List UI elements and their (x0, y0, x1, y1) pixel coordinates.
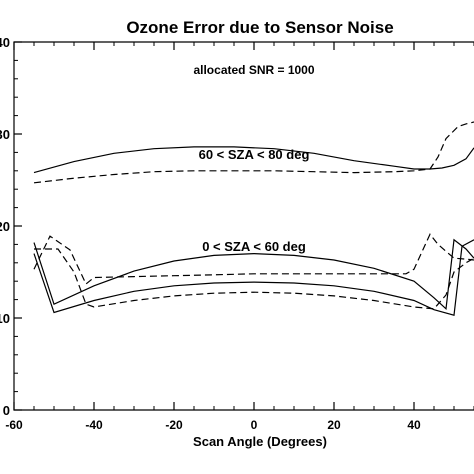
x-tick-label: -60 (5, 418, 23, 432)
x-tick-label: 40 (407, 418, 421, 432)
series-layer (33, 121, 474, 316)
y-tick-label: 20 (0, 219, 10, 234)
series-line-2 (33, 121, 474, 184)
series-line-3 (33, 238, 474, 311)
annotation-label: 0 < SZA < 60 deg (202, 239, 306, 254)
series-line-6 (34, 248, 474, 310)
plot-frame (13, 41, 474, 411)
series-line-5 (33, 233, 474, 285)
x-tick-label: -40 (85, 418, 103, 432)
y-tick-label: 0 (3, 403, 10, 418)
annotations: allocated SNR = 1000 60 < SZA < 80 deg 0 <… (193, 63, 314, 254)
axis-ticks: -60 -40 -20 0 20 40 40 30 20 10 0 (0, 35, 474, 432)
x-tick-label: -20 (165, 418, 183, 432)
y-tick-label: 30 (0, 127, 10, 142)
y-tick-label: 40 (0, 35, 10, 50)
series-line-1 (33, 146, 474, 174)
x-axis-label: Scan Angle (Degrees) (193, 434, 327, 449)
annotation-label: allocated SNR = 1000 (193, 63, 314, 77)
series-line-4 (33, 239, 474, 316)
x-tick-label: 20 (327, 418, 341, 432)
annotation-label: 60 < SZA < 80 deg (199, 147, 310, 162)
y-tick-label: 10 (0, 311, 10, 326)
x-tick-label: 0 (251, 418, 258, 432)
chart-title: Ozone Error due to Sensor Noise (126, 18, 393, 37)
plot-border (13, 41, 474, 411)
